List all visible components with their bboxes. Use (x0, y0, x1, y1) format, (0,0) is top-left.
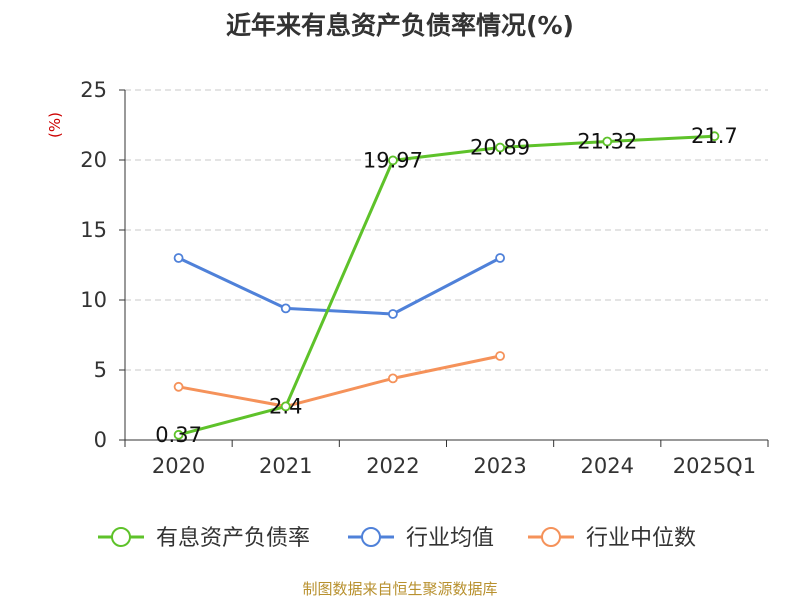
data-source-note: 制图数据来自恒生聚源数据库 (302, 580, 498, 598)
series-line (178, 134, 715, 437)
y-tick-label: 0 (94, 428, 107, 452)
x-tick-label: 2025Q1 (673, 454, 756, 478)
data-label: 19.97 (363, 148, 423, 172)
y-tick-label: 10 (80, 288, 107, 312)
data-point (495, 253, 505, 263)
y-tick-label: 20 (80, 148, 107, 172)
x-tick-label: 2023 (473, 454, 526, 478)
data-point (495, 142, 505, 153)
data-point (388, 309, 398, 319)
series-line (178, 354, 501, 408)
y-axis-unit: (%) (46, 112, 64, 138)
data-label: 20.89 (470, 136, 530, 160)
data-point (602, 136, 613, 147)
data-point (280, 303, 291, 314)
x-tick-label: 2020 (152, 454, 205, 478)
legend-label: 有息资产负债率 (156, 526, 310, 551)
data-point (709, 131, 720, 142)
data-label: 21.7 (691, 124, 738, 148)
legend-marker (111, 527, 131, 547)
data-point (388, 373, 398, 384)
data-point (173, 429, 184, 440)
data-point (173, 253, 184, 263)
data-label: 0.37 (155, 423, 202, 447)
legend-label: 行业均值 (406, 526, 494, 551)
y-tick-label: 15 (80, 218, 107, 242)
legend-marker (361, 527, 381, 547)
x-tick-label: 2022 (366, 454, 419, 478)
legend-marker (541, 527, 561, 547)
legend-label: 行业中位数 (586, 526, 696, 551)
data-point (388, 155, 398, 166)
data-point (495, 351, 505, 361)
series-line (177, 256, 501, 316)
chart-title: 近年来有息资产负债率情况(%) (226, 11, 574, 40)
y-tick-label: 25 (80, 78, 107, 102)
data-label: 2.4 (269, 394, 302, 418)
x-tick-label: 2024 (581, 454, 634, 478)
data-point (280, 401, 291, 412)
data-point (173, 381, 184, 392)
y-tick-label: 5 (94, 358, 107, 382)
x-tick-label: 2021 (259, 454, 312, 478)
data-label: 21.32 (577, 130, 637, 154)
